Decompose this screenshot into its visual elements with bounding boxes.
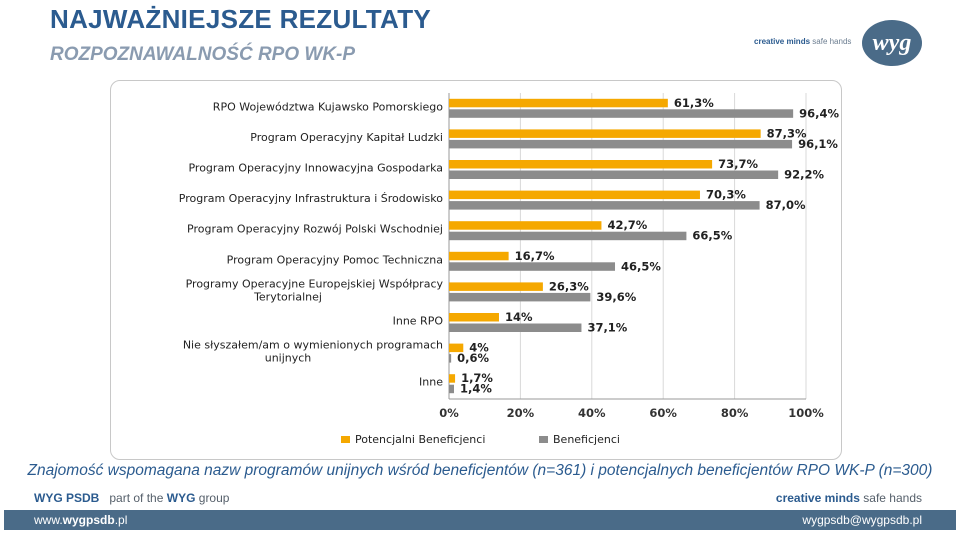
data-label: 46,5%: [621, 259, 661, 273]
bar-potencjalni: [449, 129, 761, 138]
data-label: 4%: [469, 341, 489, 355]
category-label: Program Operacyjny Pomoc Techniczna: [227, 253, 443, 266]
category-label: Nie słyszałem/am o wymienionych programa…: [183, 339, 443, 352]
logo-tagline-rest: safe hands: [812, 37, 852, 46]
footer-right: creative minds safe hands: [776, 491, 922, 505]
bar-beneficjenci: [449, 292, 591, 302]
bar-beneficjenci: [449, 109, 794, 118]
chart-caption: Znajomość wspomagana nazw programów unij…: [27, 462, 933, 479]
footer-part-of: part of the: [109, 491, 164, 505]
legend-label: Beneficjenci: [553, 433, 620, 446]
x-tick-label: 60%: [649, 406, 677, 420]
data-label: 92,2%: [784, 168, 824, 182]
data-label: 1,4%: [460, 382, 492, 396]
data-label: 87,3%: [767, 126, 807, 140]
data-label: 96,1%: [798, 137, 838, 151]
web-suffix: .pl: [114, 513, 128, 527]
data-label: 14%: [505, 310, 533, 324]
logo-tagline: creative minds safe hands: [754, 37, 851, 46]
bar-potencjalni: [449, 374, 456, 383]
data-label: 96,4%: [799, 106, 839, 120]
data-label: 37,1%: [587, 321, 627, 335]
bottom-bar: www.wygpsdb.pl wygpsdb@wygpsdb.pl: [4, 510, 956, 530]
website-link[interactable]: www.wygpsdb.pl: [34, 513, 127, 527]
logo-mark: wyg: [872, 29, 912, 56]
footer-right-bold: creative minds: [775, 491, 860, 505]
data-label: 73,7%: [718, 157, 758, 171]
bar-potencjalni: [449, 221, 602, 230]
bar-beneficjenci: [449, 384, 454, 394]
footer-group-rest: group: [198, 491, 230, 505]
x-tick-label: 0%: [439, 406, 459, 420]
data-label: 70,3%: [706, 188, 746, 202]
footer-right-rest: safe hands: [863, 491, 922, 505]
bar-beneficjenci: [449, 139, 793, 149]
category-label: Program Operacyjny Infrastruktura i Środ…: [179, 192, 443, 205]
footer-left: WYG PSDB part of the WYG group: [34, 491, 229, 505]
x-tick-label: 20%: [507, 406, 535, 420]
data-label: 39,6%: [596, 290, 636, 304]
email-link[interactable]: wygpsdb@wygpsdb.pl: [802, 513, 922, 527]
bar-potencjalni: [449, 251, 509, 261]
footer-brand: WYG PSDB: [34, 491, 100, 505]
logo-tagline-bold: creative minds: [754, 37, 811, 46]
legend-swatch: [341, 436, 350, 443]
chart-frame: 0% 20% 40% 60% 80% 100% RPO Województwa Kujaws…: [110, 80, 842, 460]
page-title: NAJWAŻNIEJSZE REZULTATY: [50, 4, 432, 34]
web-bold: wygpsdb: [62, 513, 115, 527]
data-label: 61,3%: [674, 96, 714, 110]
bar-beneficjenci: [449, 354, 452, 363]
x-tick-label: 40%: [578, 406, 606, 420]
category-label: unijnych: [265, 352, 312, 365]
data-label: 26,3%: [549, 279, 589, 293]
category-label: Programy Operacyjne Europejskiej Współpr…: [186, 277, 444, 290]
category-label: Program Operacyjny Kapitał Ludzki: [250, 131, 443, 144]
category-label: Terytorialnej: [253, 290, 322, 303]
bar-beneficjenci: [449, 323, 582, 332]
bar-beneficjenci: [449, 231, 687, 241]
footer-group: part of the WYG group: [109, 491, 229, 505]
footer-group-bold: WYG: [166, 491, 196, 505]
category-label: Inne RPO: [393, 315, 444, 328]
data-label: 66,5%: [692, 229, 732, 243]
legend-swatch: [539, 436, 548, 443]
data-label: 42,7%: [607, 218, 647, 232]
data-label: 87,0%: [766, 198, 806, 212]
bar-potencjalni: [449, 313, 499, 322]
bar-potencjalni: [449, 98, 668, 108]
data-label: 0,6%: [457, 351, 489, 365]
bar-potencjalni: [449, 160, 713, 169]
x-tick-label: 100%: [788, 406, 824, 420]
legend-label: Potencjalni Beneficjenci: [355, 433, 485, 446]
category-label: Program Operacyjny Innowacyjna Gospodark…: [188, 162, 443, 175]
category-label: RPO Województwa Kujawsko Pomorskiego: [213, 100, 443, 113]
bar-potencjalni: [449, 190, 700, 200]
bar-chart: 0% 20% 40% 60% 80% 100% RPO Województwa Kujaws…: [179, 93, 840, 446]
bar-beneficjenci: [449, 201, 760, 210]
bar-potencjalni: [449, 343, 464, 353]
data-label: 16,7%: [515, 249, 555, 263]
page-subtitle: ROZPOZNAWALNOŚĆ RPO WK-P: [50, 44, 356, 65]
bar-beneficjenci: [449, 262, 616, 271]
bar-potencjalni: [449, 282, 543, 291]
bar-beneficjenci: [449, 170, 779, 179]
web-prefix: www.: [34, 513, 63, 527]
data-label: 1,7%: [461, 371, 493, 385]
category-label: Program Operacyjny Rozwój Polski Wschodn…: [187, 223, 443, 236]
category-label: Inne: [419, 376, 443, 389]
x-tick-label: 80%: [721, 406, 749, 420]
wyg-logo: wyg: [862, 20, 922, 66]
